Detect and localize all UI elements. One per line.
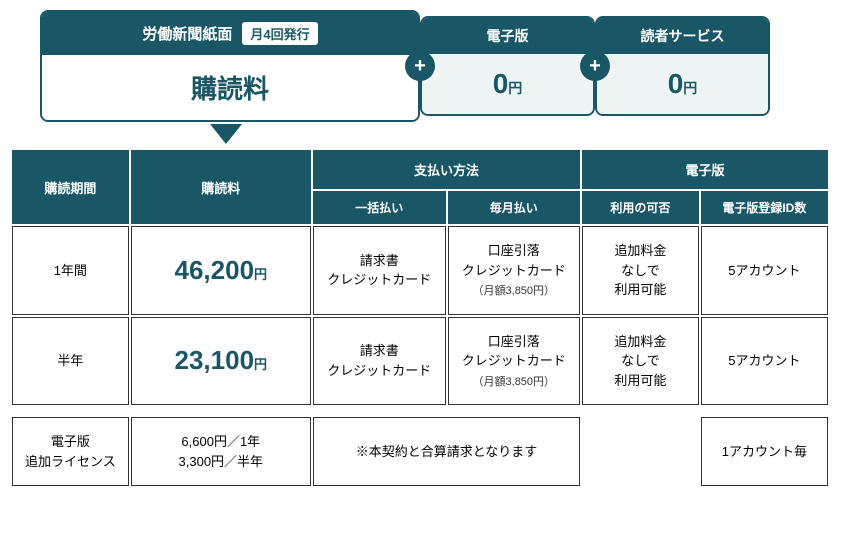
frequency-badge: 月4回発行 — [242, 22, 317, 45]
pricing-table: 購読期間 購読料 支払い方法 電子版 一括払い 毎月払い 利用の可否 電子版登録… — [10, 148, 830, 488]
box-reader-header: 読者サービス — [597, 18, 768, 54]
addon-ids: 1アカウント毎 — [701, 417, 828, 486]
cell-price: 23,100円 — [131, 317, 311, 406]
box-subscription-header: 労働新聞紙面 月4回発行 — [42, 12, 418, 55]
box-reader-unit: 円 — [683, 80, 697, 96]
cell-ids: 5アカウント — [701, 317, 828, 406]
box-digital-header: 電子版 — [422, 18, 593, 54]
arrow-down-icon — [210, 124, 242, 144]
addon-price: 6,600円／1年3,300円／半年 — [131, 417, 311, 486]
plus-icon: + — [580, 51, 610, 81]
th-payment-monthly: 毎月払い — [448, 191, 581, 224]
th-digital-ids: 電子版登録ID数 — [701, 191, 828, 224]
addon-row: 電子版追加ライセンス6,600円／1年3,300円／半年※本契約と合算請求となり… — [12, 417, 828, 486]
cell-avail: 追加料金なしで利用可能 — [582, 317, 699, 406]
th-payment: 支払い方法 — [313, 150, 580, 189]
cell-avail: 追加料金なしで利用可能 — [582, 226, 699, 315]
addon-note: ※本契約と合算請求となります — [313, 417, 580, 486]
cell-lump: 請求書クレジットカード — [313, 317, 446, 406]
box-subscription-body: 購読料 — [42, 55, 418, 120]
box-reader: 読者サービス 0円 — [595, 16, 770, 116]
top-boxes: 労働新聞紙面 月4回発行 購読料 + 電子版 0円 + 読者サービス 0円 — [40, 10, 840, 122]
box-digital-unit: 円 — [508, 80, 522, 96]
addon-label: 電子版追加ライセンス — [12, 417, 129, 486]
cell-price: 46,200円 — [131, 226, 311, 315]
box-digital-body: 0円 — [422, 54, 593, 114]
box-subscription: 労働新聞紙面 月4回発行 購読料 — [40, 10, 420, 122]
table-row: 1年間46,200円請求書クレジットカード口座引落クレジットカード（月額3,85… — [12, 226, 828, 315]
th-payment-lump: 一括払い — [313, 191, 446, 224]
box-digital: 電子版 0円 — [420, 16, 595, 116]
plus-icon: + — [405, 51, 435, 81]
cell-ids: 5アカウント — [701, 226, 828, 315]
cell-monthly: 口座引落クレジットカード（月額3,850円） — [448, 226, 581, 315]
box-subscription-title: 労働新聞紙面 — [142, 23, 232, 44]
cell-period: 半年 — [12, 317, 129, 406]
th-period: 購読期間 — [12, 150, 129, 224]
cell-period: 1年間 — [12, 226, 129, 315]
addon-blank — [582, 417, 699, 486]
table-row: 半年23,100円請求書クレジットカード口座引落クレジットカード（月額3,850… — [12, 317, 828, 406]
box-reader-amount: 0 — [668, 68, 684, 99]
th-price: 購読料 — [131, 150, 311, 224]
th-digital-avail: 利用の可否 — [582, 191, 699, 224]
cell-monthly: 口座引落クレジットカード（月額3,850円） — [448, 317, 581, 406]
box-digital-amount: 0 — [493, 68, 509, 99]
cell-lump: 請求書クレジットカード — [313, 226, 446, 315]
spacer — [12, 407, 828, 415]
box-reader-body: 0円 — [597, 54, 768, 114]
th-digital: 電子版 — [582, 150, 828, 189]
